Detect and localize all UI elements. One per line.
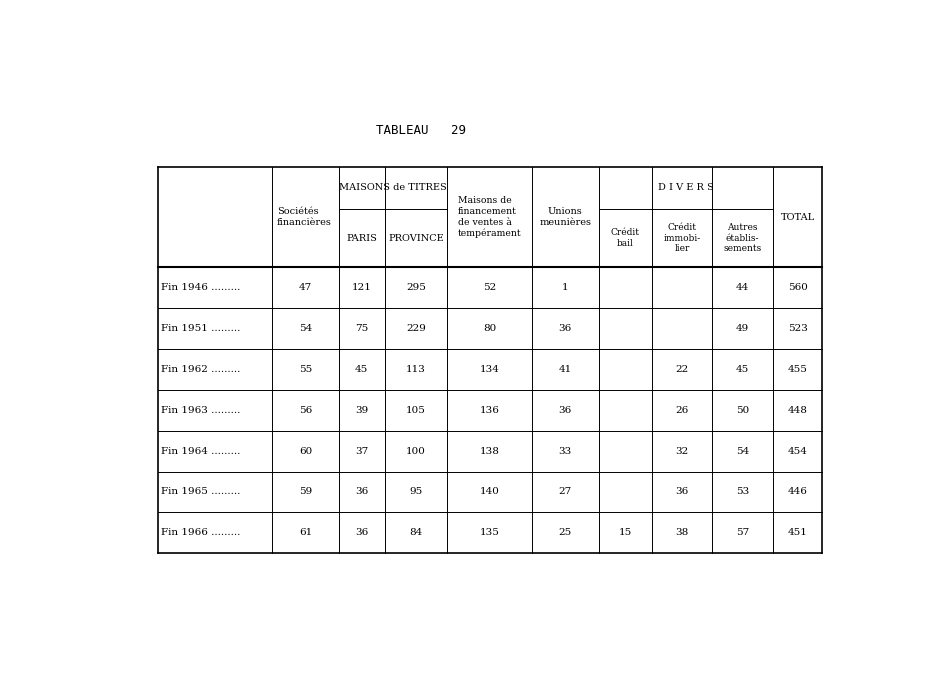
Text: 136: 136 — [479, 406, 499, 415]
Text: 49: 49 — [736, 324, 749, 333]
Text: D I V E R S: D I V E R S — [658, 183, 713, 192]
Text: 36: 36 — [675, 487, 689, 496]
Text: 54: 54 — [299, 324, 312, 333]
Text: 61: 61 — [299, 528, 312, 537]
Text: 39: 39 — [355, 406, 368, 415]
Text: 36: 36 — [355, 487, 368, 496]
Text: 56: 56 — [299, 406, 312, 415]
Text: Crédit
immobi-
lier: Crédit immobi- lier — [663, 223, 701, 254]
Text: 455: 455 — [788, 365, 807, 374]
Text: 451: 451 — [788, 528, 807, 537]
Text: Fin 1951 .........: Fin 1951 ......... — [161, 324, 240, 333]
Text: 57: 57 — [736, 528, 749, 537]
Text: 45: 45 — [355, 365, 368, 374]
Text: 75: 75 — [355, 324, 368, 333]
Text: 448: 448 — [788, 406, 807, 415]
Text: 138: 138 — [479, 447, 499, 456]
Text: 53: 53 — [736, 487, 749, 496]
Text: PROVINCE: PROVINCE — [388, 233, 444, 243]
Text: PARIS: PARIS — [347, 233, 377, 243]
Text: Fin 1964 .........: Fin 1964 ......... — [161, 447, 240, 456]
Text: Fin 1966 .........: Fin 1966 ......... — [161, 528, 240, 537]
Text: 454: 454 — [788, 447, 807, 456]
Text: 59: 59 — [299, 487, 312, 496]
Text: 229: 229 — [406, 324, 426, 333]
Text: 15: 15 — [619, 528, 632, 537]
Text: Fin 1963 .........: Fin 1963 ......... — [161, 406, 240, 415]
Text: Fin 1965 .........: Fin 1965 ......... — [161, 487, 240, 496]
Text: 37: 37 — [355, 447, 368, 456]
Text: 523: 523 — [788, 324, 807, 333]
Text: 446: 446 — [788, 487, 807, 496]
Text: Autres
établis-
sements: Autres établis- sements — [723, 223, 762, 254]
Text: 134: 134 — [479, 365, 499, 374]
Text: 36: 36 — [559, 406, 572, 415]
Text: 1: 1 — [562, 283, 569, 292]
Text: Crédit
bail: Crédit bail — [610, 229, 640, 248]
Text: 140: 140 — [479, 487, 499, 496]
Text: 60: 60 — [299, 447, 312, 456]
Text: 100: 100 — [406, 447, 426, 456]
Text: TOTAL: TOTAL — [780, 213, 815, 222]
Text: 295: 295 — [406, 283, 426, 292]
Text: Sociétés
financières: Sociétés financières — [277, 207, 332, 227]
Text: 36: 36 — [355, 528, 368, 537]
Text: 25: 25 — [559, 528, 572, 537]
Text: 52: 52 — [483, 283, 496, 292]
Text: 41: 41 — [559, 365, 572, 374]
Text: Fin 1962 .........: Fin 1962 ......... — [161, 365, 240, 374]
Text: 44: 44 — [736, 283, 749, 292]
Text: 45: 45 — [736, 365, 749, 374]
Text: 36: 36 — [559, 324, 572, 333]
Text: Unions
meunières: Unions meunières — [540, 207, 592, 227]
Text: 54: 54 — [736, 447, 749, 456]
Text: 105: 105 — [406, 406, 426, 415]
Text: 121: 121 — [351, 283, 371, 292]
Text: 26: 26 — [675, 406, 689, 415]
Text: 47: 47 — [299, 283, 312, 292]
Text: MAISONS de TITRES: MAISONS de TITRES — [339, 183, 447, 192]
Text: Fin 1946 .........: Fin 1946 ......... — [161, 283, 240, 292]
Text: 55: 55 — [299, 365, 312, 374]
Text: 84: 84 — [409, 528, 423, 537]
Text: 95: 95 — [409, 487, 423, 496]
Text: 32: 32 — [675, 447, 689, 456]
Text: 38: 38 — [675, 528, 689, 537]
Text: 33: 33 — [559, 447, 572, 456]
Text: 27: 27 — [559, 487, 572, 496]
Text: 80: 80 — [483, 324, 496, 333]
Text: 113: 113 — [406, 365, 426, 374]
Text: TABLEAU   29: TABLEAU 29 — [376, 124, 465, 137]
Text: 22: 22 — [675, 365, 689, 374]
Text: 50: 50 — [736, 406, 749, 415]
Text: 135: 135 — [479, 528, 499, 537]
Text: Maisons de
financement
de ventes à
tempérament: Maisons de financement de ventes à tempé… — [458, 196, 522, 238]
Text: 560: 560 — [788, 283, 807, 292]
